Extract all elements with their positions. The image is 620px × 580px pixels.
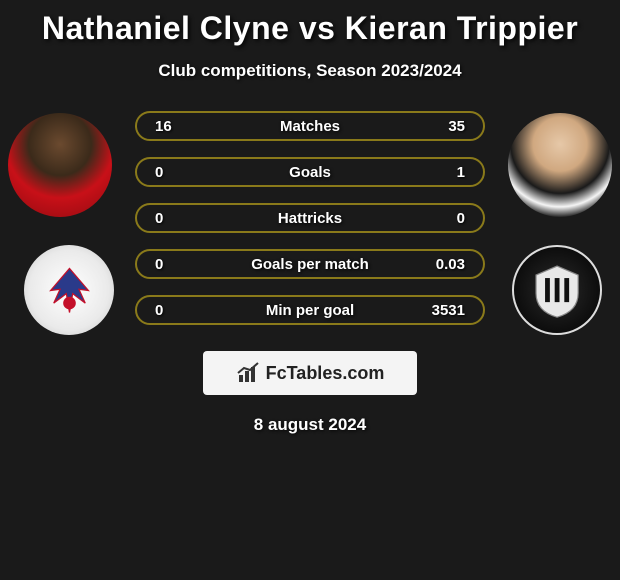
- subtitle: Club competitions, Season 2023/2024: [0, 61, 620, 81]
- stat-left-value: 0: [155, 210, 195, 227]
- stat-label: Matches: [280, 118, 340, 135]
- stat-row: 0 Hattricks 0: [135, 203, 485, 233]
- date-text: 8 august 2024: [0, 415, 620, 435]
- stat-label: Goals: [289, 164, 331, 181]
- stat-left-value: 0: [155, 164, 195, 181]
- shield-icon: [527, 260, 587, 320]
- club-right-badge: [512, 245, 602, 335]
- stat-rows: 16 Matches 35 0 Goals 1 0 Hattricks 0 0 …: [135, 111, 485, 341]
- watermark-badge: FcTables.com: [203, 351, 417, 395]
- player-right-avatar: [508, 113, 612, 217]
- stat-right-value: 35: [425, 118, 465, 135]
- stat-left-value: 16: [155, 118, 195, 135]
- club-left-badge: [24, 245, 114, 335]
- stat-label: Goals per match: [251, 256, 369, 273]
- chart-icon: [236, 361, 260, 385]
- stat-left-value: 0: [155, 302, 195, 319]
- stat-right-value: 0: [425, 210, 465, 227]
- stats-area: 16 Matches 35 0 Goals 1 0 Hattricks 0 0 …: [0, 111, 620, 351]
- eagle-icon: [38, 259, 101, 322]
- comparison-card: Nathaniel Clyne vs Kieran Trippier Club …: [0, 0, 620, 435]
- stat-row: 0 Min per goal 3531: [135, 295, 485, 325]
- stat-row: 16 Matches 35: [135, 111, 485, 141]
- stat-label: Min per goal: [266, 302, 354, 319]
- stat-left-value: 0: [155, 256, 195, 273]
- stat-right-value: 3531: [425, 302, 465, 319]
- stat-row: 0 Goals per match 0.03: [135, 249, 485, 279]
- stat-row: 0 Goals 1: [135, 157, 485, 187]
- player-left-avatar: [8, 113, 112, 217]
- watermark-text: FcTables.com: [266, 363, 385, 384]
- page-title: Nathaniel Clyne vs Kieran Trippier: [0, 10, 620, 47]
- stat-label: Hattricks: [278, 210, 342, 227]
- stat-right-value: 1: [425, 164, 465, 181]
- stat-right-value: 0.03: [425, 256, 465, 273]
